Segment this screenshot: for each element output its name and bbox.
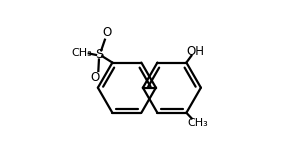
Text: CH₃: CH₃ bbox=[72, 48, 93, 58]
Text: S: S bbox=[95, 49, 104, 61]
Text: CH₃: CH₃ bbox=[187, 118, 208, 128]
Text: O: O bbox=[90, 71, 99, 84]
Text: O: O bbox=[102, 26, 111, 39]
Text: OH: OH bbox=[186, 45, 204, 58]
